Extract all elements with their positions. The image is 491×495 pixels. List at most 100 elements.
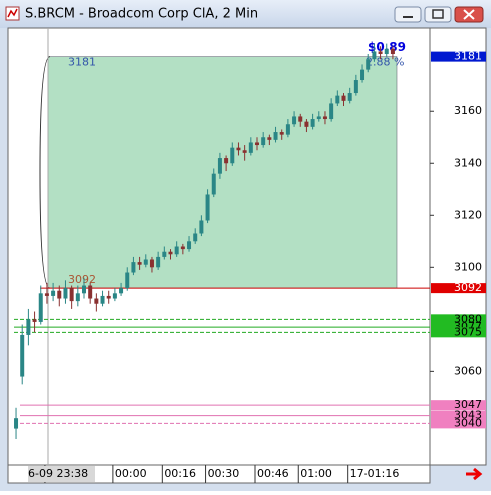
price-marker [431,51,486,62]
x-tick-label: 00:30 [208,467,240,480]
price-marker-label: 3043 [454,409,482,422]
candle-body [112,293,117,299]
x-tick-label: 00:46 [257,467,289,480]
price-marker-label: 3040 [454,416,482,429]
candle-body [236,147,241,151]
candle-body [106,295,111,299]
price-marker-label: 3075 [454,325,482,338]
candle-body [51,290,56,296]
candle-body [75,293,80,302]
candle-body [347,93,352,101]
candle-body [335,95,340,104]
measure-top-label: 3181 [68,56,96,69]
x-tick-label: 17-01:16 [350,467,400,480]
candle-body [20,334,25,377]
candle-body [322,116,327,120]
candle-body [310,119,315,127]
y-tick-label: 3060 [454,364,482,377]
candle-body [378,51,383,55]
candle-body [100,295,105,304]
candle-body [193,233,198,242]
candle-body [205,194,210,221]
x-tick-label: 00:16 [164,467,196,480]
candle-body [156,256,161,268]
candle-body [180,246,185,250]
x-tick-label: 01:00 [300,467,332,480]
y-tick-label: 3160 [454,104,482,117]
candle-body [285,124,290,135]
candle-body [32,319,37,322]
candle-body [131,262,136,273]
candle-body [254,142,259,146]
price-marker-label: 3181 [454,50,482,63]
candle-body [168,251,173,255]
candle-body [372,51,377,60]
candle-body [384,48,389,55]
candle-body [298,116,303,122]
candle-body [261,137,266,146]
candle-body [267,137,272,140]
candle-body [211,173,216,195]
x-tick-label: 6-09 23:38 [28,467,88,480]
candle-body [304,121,309,127]
price-marker [431,322,486,333]
candle-body [230,147,235,164]
candle-body [224,158,229,164]
minimize-button[interactable] [394,6,422,23]
candle-body [366,59,371,70]
measure-percent: 2.88 % [366,56,404,69]
candle-body [316,116,321,120]
price-marker [431,314,486,325]
candle-body [14,418,19,429]
candle-body [187,241,192,250]
price-marker [431,327,486,338]
candle-body [162,251,167,257]
maximize-button[interactable] [424,6,452,23]
price-marker [431,400,486,411]
price-marker [431,418,486,429]
measure-bracket [39,56,51,289]
y-tick-label: 3120 [454,208,482,221]
candle-body [217,158,222,174]
window-buttons [394,6,484,23]
y-tick-label: 3140 [454,156,482,169]
time-axis [7,464,431,484]
scroll-arrow[interactable] [466,467,483,481]
candle-body [26,319,31,335]
candle-body [199,220,204,234]
candle-body [341,95,346,101]
candle-body [242,150,247,153]
window-title: S.BRCM - Broadcom Corp ClA, 2 Min [25,7,258,22]
candle-body [137,262,142,265]
price-marker-label: 3080 [454,312,482,325]
candle-body [69,288,74,302]
price-marker [431,410,486,421]
candle-body [279,132,284,135]
close-icon [463,9,475,20]
candle-body [88,285,93,299]
candle-body [248,142,253,153]
candle-body [81,285,86,294]
candle-body [174,246,179,255]
candle-body [149,259,154,268]
y-tick-label: 3100 [454,260,482,273]
candle-body [353,80,358,94]
price-axis [429,27,487,466]
candle-body [329,103,334,120]
measure-box [47,56,398,289]
maximize-icon [432,9,444,19]
candle-body [38,293,43,322]
candle-body [44,293,49,296]
candle-body [143,259,148,265]
measure-bottom-label: 3092 [68,273,96,286]
price-marker-label: 3047 [454,398,482,411]
x-tick-label: 00:00 [115,467,147,480]
app-icon-line [7,8,18,18]
x-tick-highlight [28,466,95,482]
candle-body [125,272,130,289]
price-marker-label: 3092 [454,281,482,294]
candle-body [390,48,395,55]
candle-body [273,132,278,140]
candle-body [57,290,62,299]
